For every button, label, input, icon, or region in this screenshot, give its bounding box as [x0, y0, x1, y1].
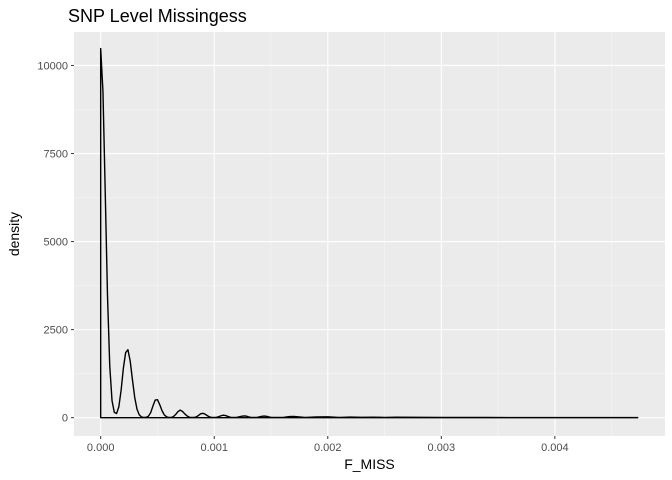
x-tick-label: 0.004	[541, 442, 569, 454]
y-tick-label: 0	[62, 413, 68, 425]
y-tick-label: 5000	[44, 237, 68, 249]
y-tick-label: 2500	[44, 325, 68, 337]
y-axis: 0 2500 5000 7500 10000	[37, 60, 74, 425]
x-tick-label: 0.003	[428, 442, 456, 454]
minor-gridlines	[74, 32, 665, 436]
density-line	[99, 47, 639, 419]
x-tick-label: 0.002	[314, 442, 342, 454]
x-axis-title: F_MISS	[344, 456, 395, 472]
plot-panel	[74, 32, 665, 436]
x-axis: 0.000 0.001 0.002 0.003 0.004	[87, 436, 569, 454]
y-axis-title: density	[6, 212, 22, 256]
x-tick-label: 0.000	[87, 442, 115, 454]
y-tick-label: 10000	[37, 60, 68, 72]
y-tick-label: 7500	[44, 149, 68, 161]
x-tick-label: 0.001	[200, 442, 228, 454]
series-layer	[99, 47, 639, 419]
chart-title: SNP Level Missingess	[68, 6, 247, 26]
